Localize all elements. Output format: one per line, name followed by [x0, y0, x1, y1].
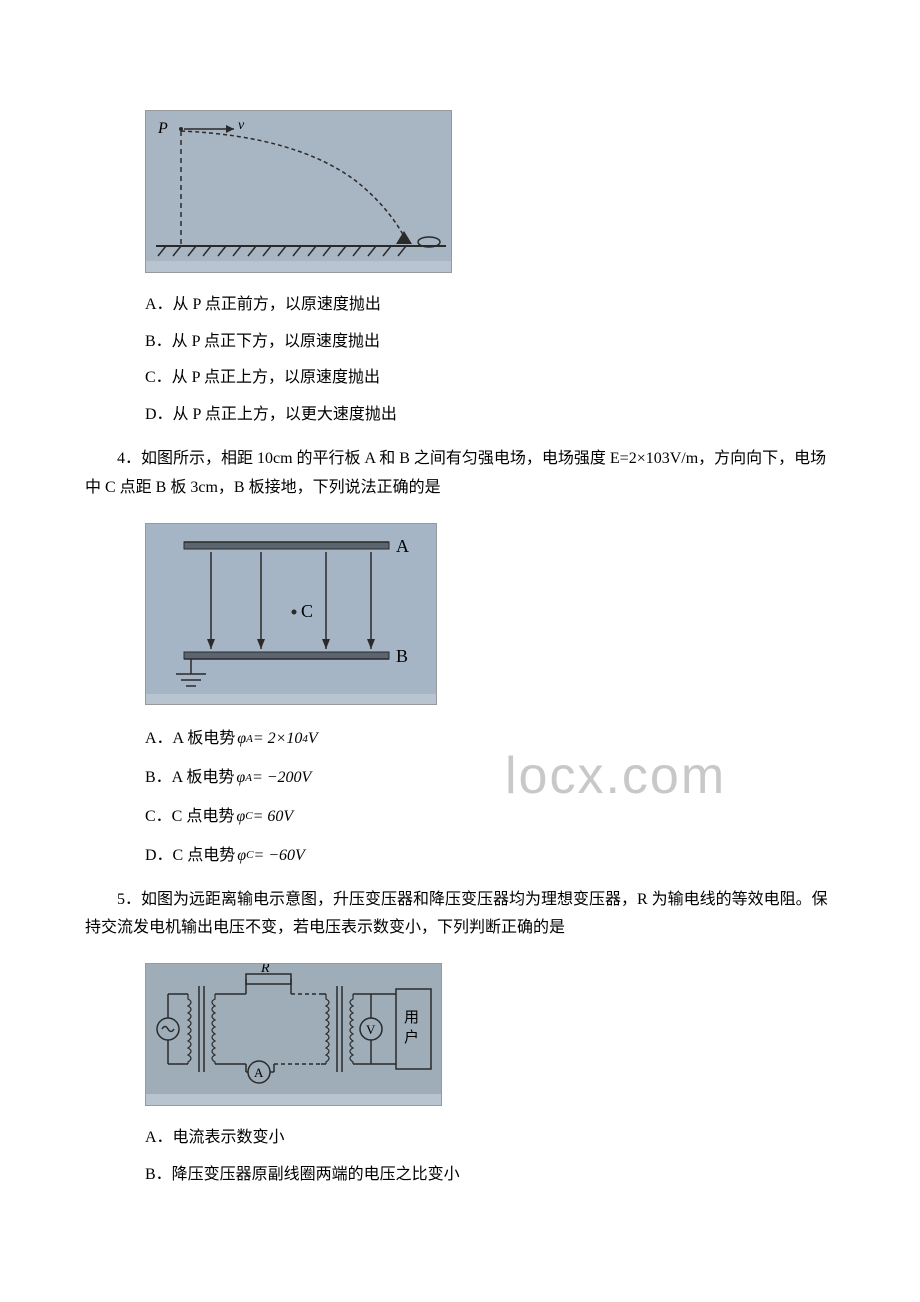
- figure-capacitor: A B C: [145, 523, 437, 706]
- q3-option-b: B．从 P 点正下方，以原速度抛出: [145, 328, 835, 357]
- q4-option-d: D．C 点电势 φC = −60V: [145, 842, 835, 871]
- svg-text:户: 户: [404, 1029, 419, 1046]
- svg-text:R: R: [260, 964, 270, 976]
- svg-text:C: C: [301, 601, 313, 621]
- watermark: locx.com: [505, 730, 726, 824]
- q5-text: 5．如图为远距离输电示意图，升压变压器和降压变压器均为理想变压器，R 为输电线的…: [85, 886, 835, 944]
- q5-option-a: A．电流表示数变小: [145, 1124, 835, 1153]
- q4-option-b: B．A 板电势 φA = −200V: [145, 764, 835, 793]
- figure-projectile: P v: [145, 110, 452, 273]
- svg-text:P: P: [157, 120, 168, 137]
- q3-option-d: D．从 P 点正上方，以更大速度抛出: [145, 401, 835, 430]
- figure-transmission: R A V: [145, 963, 442, 1106]
- q5-option-b: B．降压变压器原副线圈两端的电压之比变小: [145, 1161, 835, 1190]
- svg-text:用: 用: [404, 1010, 419, 1026]
- q3-option-c: C．从 P 点正上方，以原速度抛出: [145, 364, 835, 393]
- svg-text:A: A: [254, 1065, 264, 1080]
- q4-option-a: A．A 板电势 φA = 2×104 V: [145, 725, 835, 754]
- svg-text:V: V: [366, 1022, 376, 1037]
- svg-text:A: A: [396, 536, 409, 556]
- q4-text: 4．如图所示，相距 10cm 的平行板 A 和 B 之间有匀强电场，电场强度 E…: [85, 445, 835, 503]
- q4-option-c: C．C 点电势 φC = 60V: [145, 803, 835, 832]
- svg-text:v: v: [238, 118, 245, 133]
- svg-text:B: B: [396, 646, 408, 666]
- q3-option-a: A．从 P 点正前方，以原速度抛出: [145, 291, 835, 320]
